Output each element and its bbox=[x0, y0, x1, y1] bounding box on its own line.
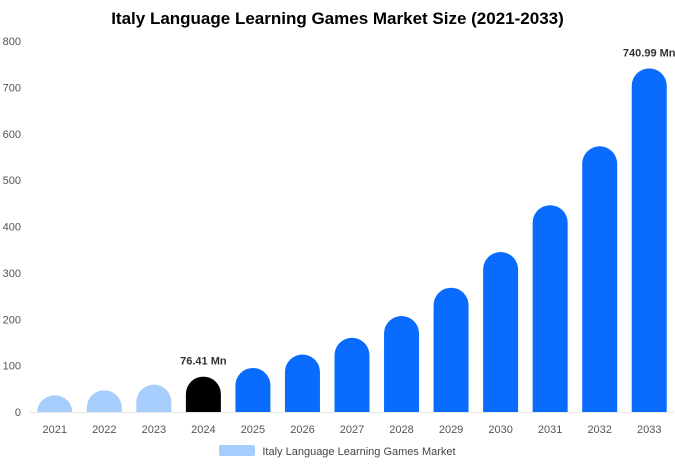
x-tick-label: 2023 bbox=[142, 424, 166, 436]
bar-2033 bbox=[631, 68, 667, 412]
x-tick-label: 2022 bbox=[92, 424, 116, 436]
legend-swatch bbox=[219, 445, 256, 456]
data-label-2033: 740.99 Mn bbox=[623, 47, 675, 59]
bar-2021 bbox=[37, 395, 73, 412]
x-tick-label: 2028 bbox=[389, 424, 413, 436]
y-tick-label: 800 bbox=[3, 36, 21, 48]
x-tick-label: 2029 bbox=[439, 424, 463, 436]
chart-title: Italy Language Learning Games Market Siz… bbox=[111, 9, 564, 28]
x-tick-label: 2031 bbox=[538, 424, 562, 436]
x-tick-label: 2024 bbox=[191, 424, 215, 436]
bar-2032 bbox=[582, 146, 618, 413]
bar-2031 bbox=[532, 205, 568, 412]
bar-2026 bbox=[284, 354, 320, 412]
data-label-2024: 76.41 Mn bbox=[180, 356, 227, 368]
y-tick-label: 100 bbox=[3, 361, 21, 373]
x-tick-label: 2021 bbox=[43, 424, 67, 436]
x-tick-label: 2027 bbox=[340, 424, 364, 436]
bar-2025 bbox=[235, 367, 271, 412]
y-tick-label: 200 bbox=[3, 314, 21, 326]
y-tick-label: 500 bbox=[3, 175, 21, 187]
y-tick-label: 400 bbox=[3, 222, 21, 234]
x-tick-label: 2033 bbox=[637, 424, 661, 436]
legend-label: Italy Language Learning Games Market bbox=[262, 446, 456, 458]
bar-2028 bbox=[384, 316, 420, 412]
y-tick-label: 600 bbox=[3, 129, 21, 141]
bar-2030 bbox=[483, 252, 519, 412]
x-tick-label: 2030 bbox=[488, 424, 512, 436]
x-tick-label: 2025 bbox=[241, 424, 265, 436]
x-tick-label: 2032 bbox=[587, 424, 611, 436]
bar-2029 bbox=[433, 287, 469, 412]
bar-2027 bbox=[334, 337, 370, 412]
bar-2023 bbox=[136, 384, 172, 412]
y-tick-label: 300 bbox=[3, 268, 21, 280]
bar-2024 bbox=[185, 376, 221, 412]
x-tick-label: 2026 bbox=[290, 424, 314, 436]
chart-legend: Italy Language Learning Games Market bbox=[0, 445, 675, 458]
y-tick-label: 700 bbox=[3, 82, 21, 94]
bar-2022 bbox=[86, 390, 122, 412]
y-tick-label: 0 bbox=[15, 407, 21, 419]
